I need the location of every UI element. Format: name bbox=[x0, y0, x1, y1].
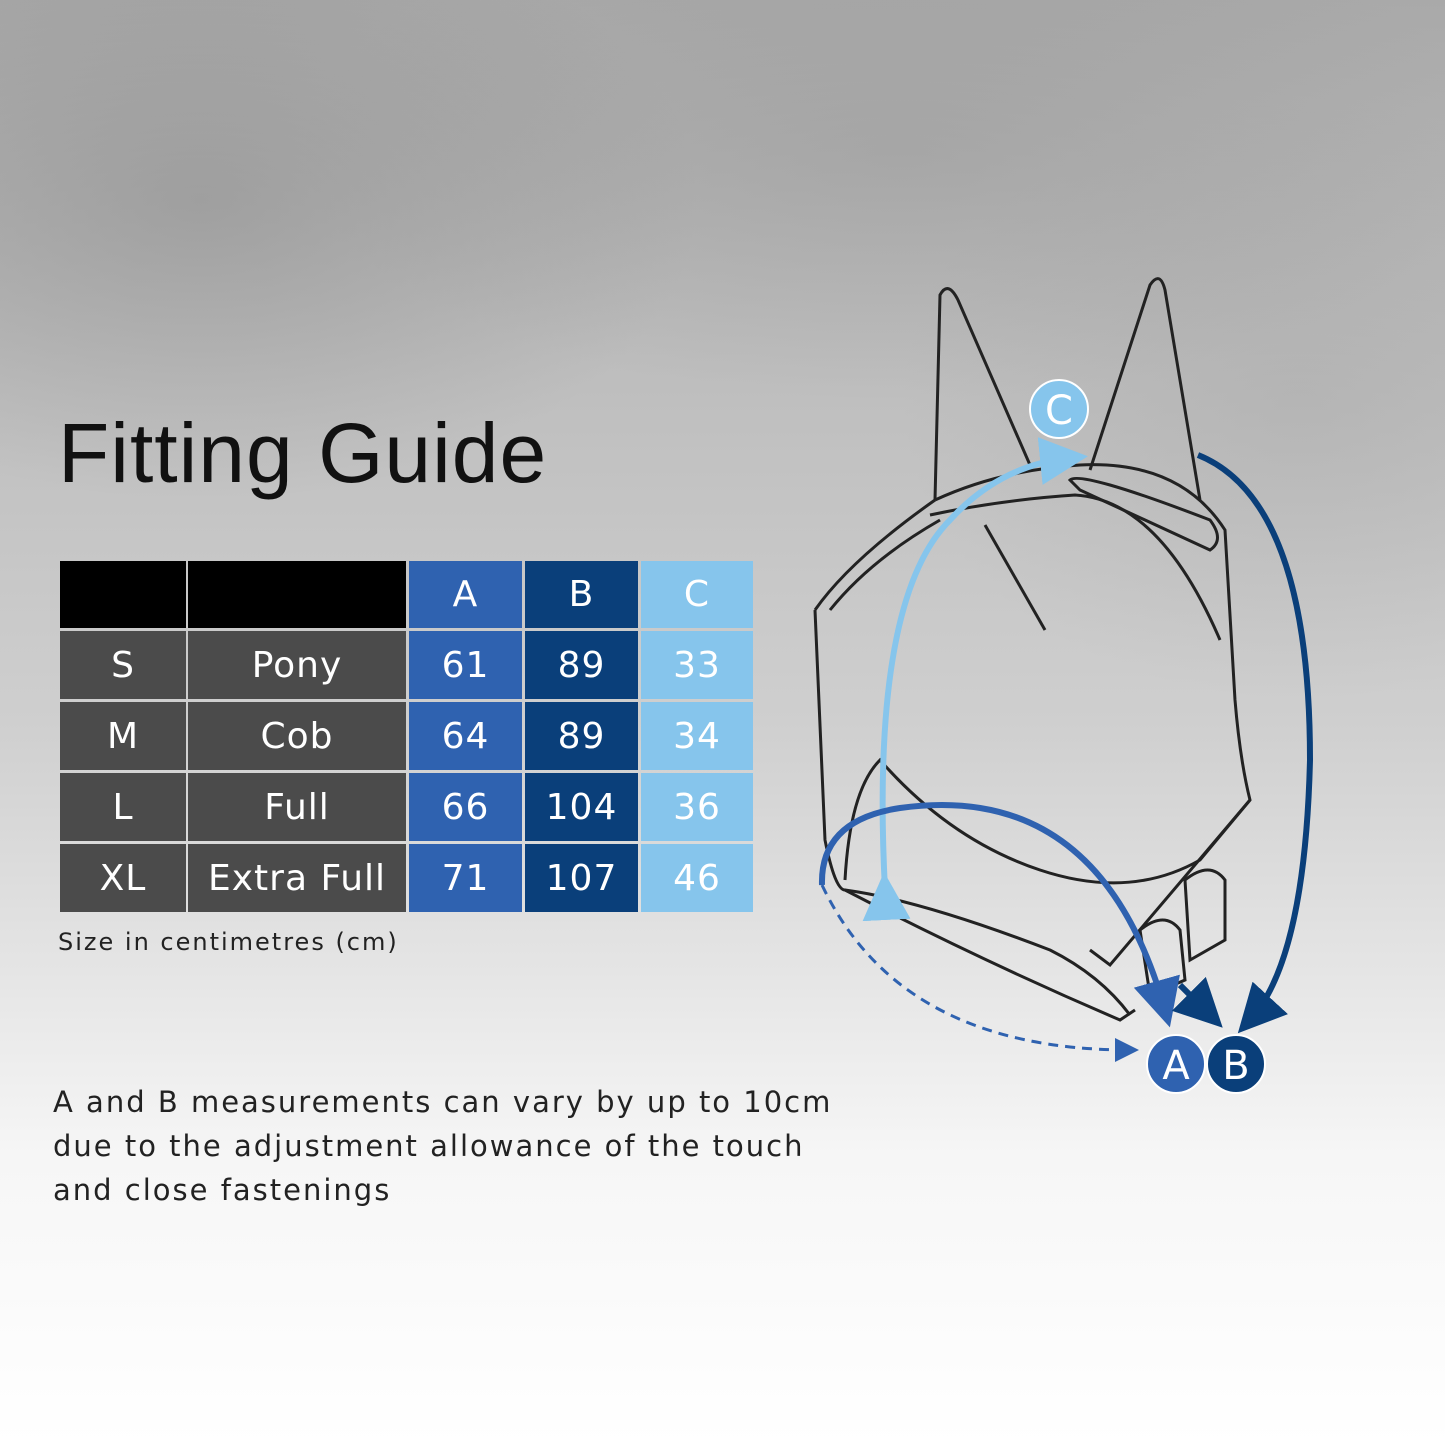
mask-outline bbox=[813, 277, 1252, 1022]
measure-a-dashed-arrow bbox=[820, 884, 1139, 1062]
cell-a: 71 bbox=[409, 844, 522, 912]
cell-name: Extra Full bbox=[188, 844, 406, 912]
cell-a: 61 bbox=[409, 631, 522, 699]
cell-size: S bbox=[60, 631, 186, 699]
measure-a-arrow bbox=[818, 802, 1180, 1028]
header-cell-b: B bbox=[525, 561, 638, 628]
cell-c: 36 bbox=[641, 773, 753, 841]
cell-b: 104 bbox=[525, 773, 638, 841]
cell-a: 64 bbox=[409, 702, 522, 770]
measure-b-arrow bbox=[1196, 452, 1314, 1034]
unit-note: Size in centimetres (cm) bbox=[58, 928, 399, 956]
label-b-badge: B bbox=[1206, 1034, 1266, 1094]
cell-b: 89 bbox=[525, 631, 638, 699]
cell-size: M bbox=[60, 702, 186, 770]
cell-name: Cob bbox=[188, 702, 406, 770]
header-cell-c: C bbox=[641, 561, 753, 628]
cell-c: 34 bbox=[641, 702, 753, 770]
right-ear bbox=[1088, 277, 1202, 501]
header-cell-size bbox=[60, 561, 186, 628]
cell-size: XL bbox=[60, 844, 186, 912]
cell-b: 107 bbox=[525, 844, 638, 912]
label-b: B bbox=[1222, 1043, 1249, 1089]
label-a: A bbox=[1162, 1043, 1190, 1089]
label-c-badge: C bbox=[1029, 379, 1089, 439]
cell-c: 46 bbox=[641, 844, 753, 912]
left-ear bbox=[933, 287, 1032, 501]
label-c: C bbox=[1045, 388, 1073, 434]
cell-size: L bbox=[60, 773, 186, 841]
cell-name: Pony bbox=[188, 631, 406, 699]
page-title: Fitting Guide bbox=[58, 406, 548, 500]
label-a-badge: A bbox=[1146, 1034, 1206, 1094]
cell-b: 89 bbox=[525, 702, 638, 770]
cell-name: Full bbox=[188, 773, 406, 841]
cell-a: 66 bbox=[409, 773, 522, 841]
disclaimer-text: A and B measurements can vary by up to 1… bbox=[53, 1085, 833, 1207]
header-cell-a: A bbox=[409, 561, 522, 628]
header-cell-name bbox=[188, 561, 406, 628]
cell-c: 33 bbox=[641, 631, 753, 699]
measure-b-lower-arrow bbox=[1171, 976, 1223, 1028]
measure-c-arrow bbox=[862, 437, 1088, 922]
